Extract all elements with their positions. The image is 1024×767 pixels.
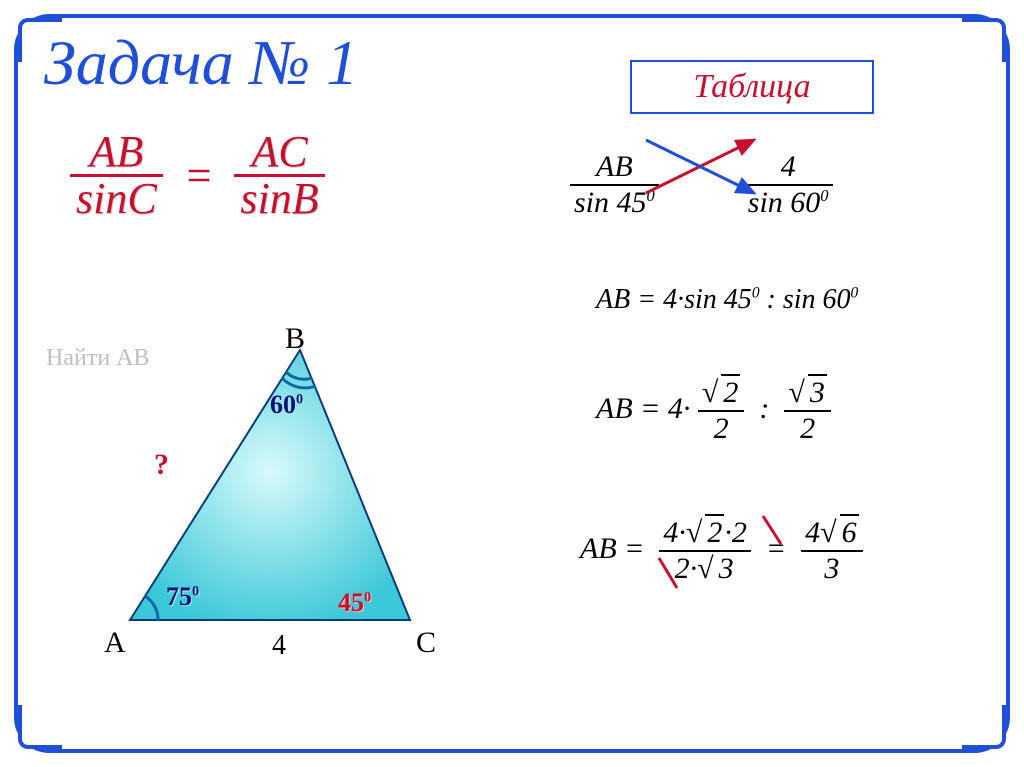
step2-equation: AB = 4·sin 450 : sin 600 xyxy=(596,284,858,316)
unknown-side-marker: ? xyxy=(154,448,169,482)
law-of-sines: AB sinC = AC sinB xyxy=(70,130,325,221)
step1-proportion: AB sin 450 = 4 sin 600 xyxy=(570,150,833,220)
numerator: AB xyxy=(70,130,163,177)
triangle-svg xyxy=(110,330,470,670)
angle-c-value: 450 xyxy=(338,588,371,618)
triangle-diagram: ? B A C 600 750 450 4 xyxy=(110,330,470,670)
step4-equation: AB = 4·2·2 2·3 = 46 3 xyxy=(580,516,863,586)
vertex-c-label: C xyxy=(416,626,436,660)
numerator: AC xyxy=(234,130,324,177)
angle-a-value: 750 xyxy=(166,582,199,612)
denominator: sinC xyxy=(70,177,163,221)
angle-b-value: 600 xyxy=(270,390,303,420)
vertex-b-label: B xyxy=(285,322,305,356)
final-answer: 46 3 xyxy=(801,516,863,586)
denominator: sinB xyxy=(234,177,324,221)
fraction-ac-sinb: AC sinB xyxy=(234,130,324,221)
fraction-ab-sinc: AB sinC xyxy=(70,130,163,221)
ornament xyxy=(18,705,62,749)
frac-before-cancel: 4·2·2 2·3 xyxy=(659,516,751,586)
cancel-strokes xyxy=(653,510,793,596)
equals-sign: = xyxy=(184,151,214,200)
ornament xyxy=(962,705,1006,749)
frac-sqrt2-2: 2 2 xyxy=(698,376,745,446)
cross-multiply-arrows xyxy=(636,128,766,208)
frac-sqrt3-2: 3 2 xyxy=(784,376,831,446)
step3-equation: AB = 4· 2 2 : 3 2 xyxy=(596,376,831,446)
side-ac-length: 4 xyxy=(272,630,286,662)
slide-title: Задача № 1 xyxy=(44,26,358,100)
vertex-a-label: A xyxy=(104,626,126,660)
table-button[interactable]: Таблица xyxy=(630,60,874,114)
table-button-label: Таблица xyxy=(693,68,810,106)
ornament xyxy=(962,18,1006,62)
